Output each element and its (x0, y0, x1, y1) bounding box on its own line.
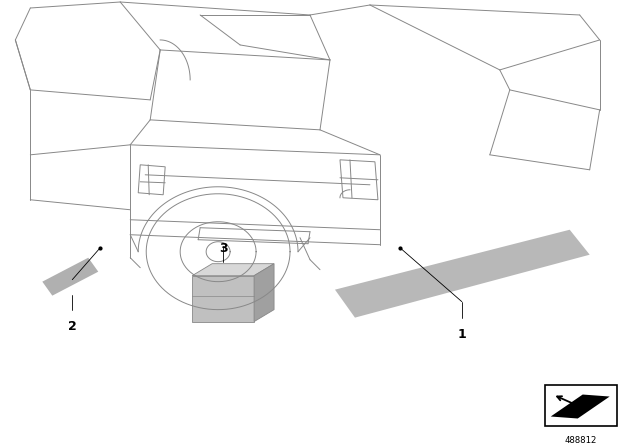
Bar (545, 384, 617, 426)
Text: 488812: 488812 (564, 436, 597, 445)
Text: 1: 1 (458, 327, 466, 340)
Polygon shape (192, 276, 254, 322)
Text: 3: 3 (219, 242, 227, 255)
Polygon shape (335, 230, 589, 318)
Polygon shape (551, 395, 610, 418)
Polygon shape (192, 264, 274, 276)
Polygon shape (42, 258, 99, 296)
Text: 2: 2 (68, 319, 77, 332)
Polygon shape (254, 264, 274, 322)
